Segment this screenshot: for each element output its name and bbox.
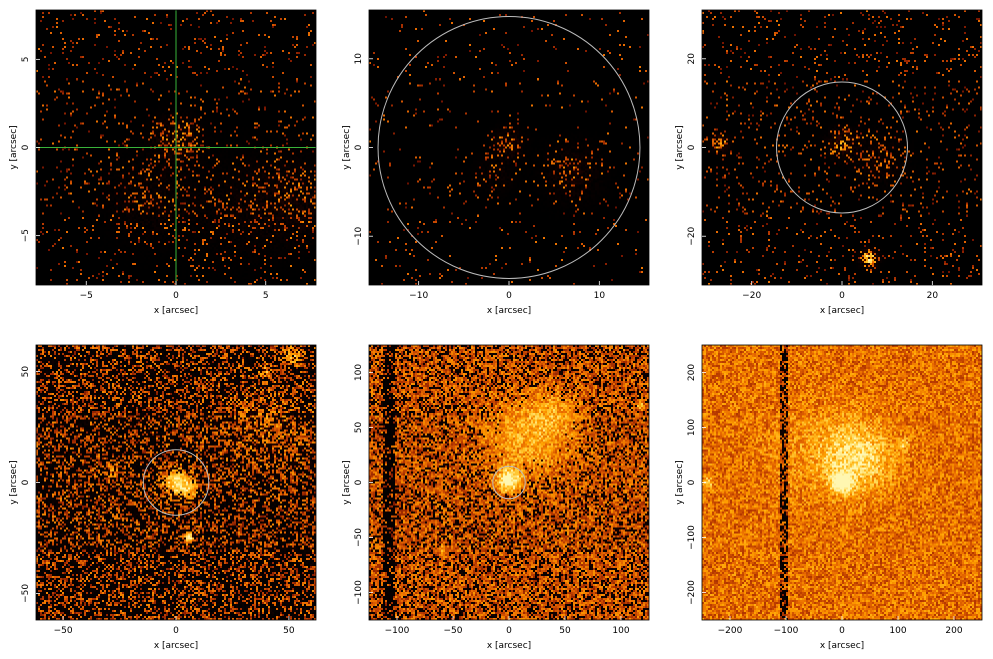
y-tick-label: 0 (687, 479, 697, 485)
y-tick-label: 0 (687, 144, 697, 150)
y-tick-label: −20 (687, 226, 697, 245)
x-tick-label: 0 (506, 291, 512, 301)
x-tick-label: 0 (839, 291, 845, 301)
x-tick-label: −50 (54, 626, 73, 636)
y-tick-label: 0 (354, 479, 364, 485)
x-tick-label: −10 (409, 291, 428, 301)
x-tick-label: −200 (718, 626, 743, 636)
y-axis-label: y [arcsec] (342, 125, 352, 169)
aperture-circle (492, 465, 526, 500)
x-tick-label: 0 (506, 626, 512, 636)
y-axis-label: y [arcsec] (9, 460, 19, 504)
image-raster (36, 345, 316, 620)
x-tick-label: 200 (945, 626, 962, 636)
y-tick-label: −100 (354, 580, 364, 605)
x-tick-label: 0 (839, 626, 845, 636)
x-tick-label: 50 (283, 626, 295, 636)
x-tick-label: −100 (774, 626, 799, 636)
y-tick-label: 50 (21, 366, 31, 378)
x-tick-label: 100 (612, 626, 629, 636)
image-raster (369, 345, 649, 620)
aperture-circle (776, 81, 908, 214)
x-tick-label: 10 (594, 291, 606, 301)
x-axis-label: x [arcsec] (154, 306, 198, 316)
x-tick-label: 0 (173, 291, 179, 301)
y-tick-label: 10 (354, 53, 364, 65)
aperture-circle (142, 449, 210, 516)
y-tick-label: 50 (354, 422, 364, 434)
x-axis-label: x [arcsec] (154, 641, 198, 651)
y-tick-label: 100 (354, 364, 364, 381)
y-tick-label: −50 (21, 584, 31, 603)
x-tick-label: 0 (173, 626, 179, 636)
y-tick-label: −200 (687, 580, 697, 605)
y-axis-label: y [arcsec] (675, 125, 685, 169)
x-tick-label: 50 (559, 626, 571, 636)
y-tick-label: −5 (21, 229, 31, 242)
x-tick-label: 20 (927, 291, 939, 301)
image-raster (702, 10, 982, 285)
x-tick-label: −5 (80, 291, 93, 301)
aperture-circle (377, 16, 641, 279)
x-tick-label: 5 (263, 291, 269, 301)
image-raster (702, 345, 982, 620)
y-tick-label: −50 (354, 528, 364, 547)
x-tick-label: 100 (889, 626, 906, 636)
y-axis-label: y [arcsec] (9, 125, 19, 169)
y-tick-label: 100 (687, 419, 697, 436)
x-tick-label: −20 (742, 291, 761, 301)
y-tick-label: 20 (687, 53, 697, 65)
y-axis-label: y [arcsec] (675, 460, 685, 504)
y-tick-label: 0 (21, 479, 31, 485)
x-tick-label: −50 (444, 626, 463, 636)
x-tick-label: −100 (385, 626, 410, 636)
x-axis-label: x [arcsec] (487, 306, 531, 316)
x-axis-label: x [arcsec] (820, 641, 864, 651)
y-tick-label: 5 (21, 56, 31, 62)
y-tick-label: 0 (354, 144, 364, 150)
y-tick-label: 200 (687, 364, 697, 381)
y-tick-label: −10 (354, 226, 364, 245)
x-axis-label: x [arcsec] (487, 641, 531, 651)
y-tick-label: −100 (687, 525, 697, 550)
y-tick-label: 0 (21, 144, 31, 150)
y-axis-label: y [arcsec] (342, 460, 352, 504)
x-axis-label: x [arcsec] (820, 306, 864, 316)
